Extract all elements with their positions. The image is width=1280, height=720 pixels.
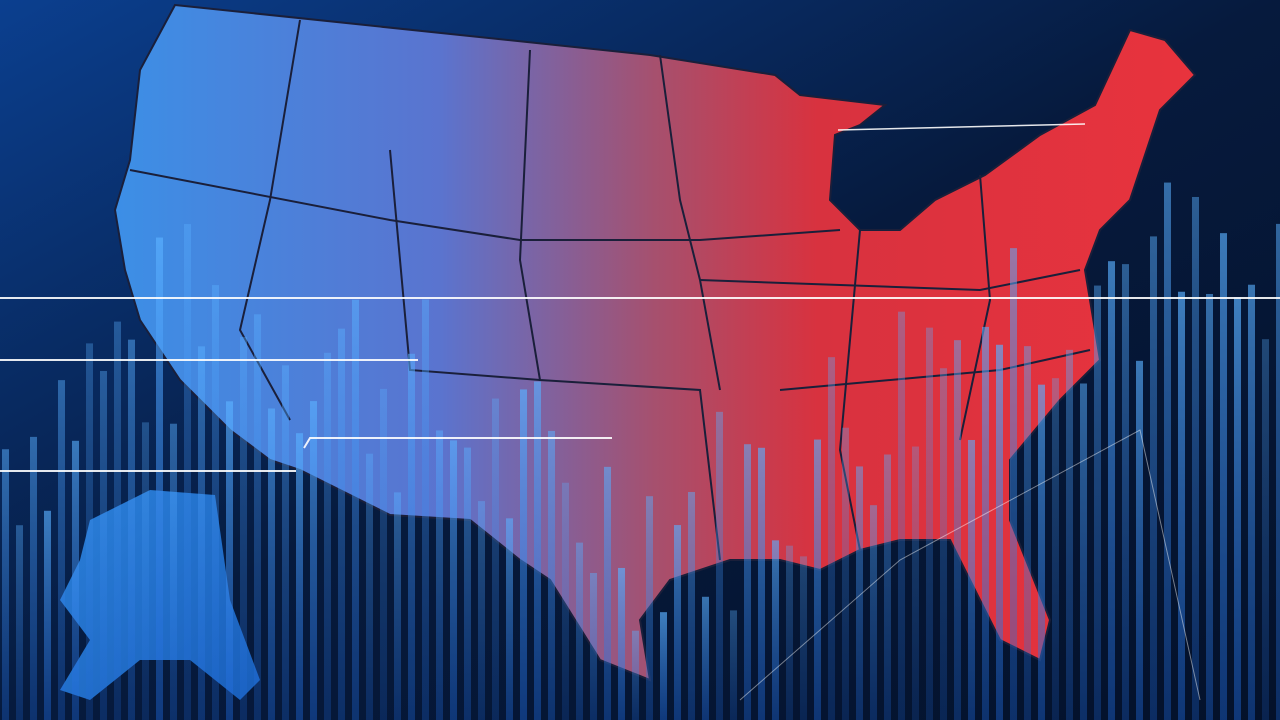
decor-bar [926,327,933,720]
decor-bar [870,505,877,720]
decor-bar [198,346,205,720]
decor-bar [352,299,359,720]
decor-bar [1192,196,1199,720]
decor-bar [646,496,653,720]
decor-bar [380,388,387,720]
decor-bar [828,357,835,720]
decor-bar [548,430,555,720]
decor-bar [184,224,191,720]
decor-bar [394,492,401,720]
decor-bar [604,466,611,720]
decor-bar [1234,297,1241,720]
decor-bar [450,440,457,720]
decor-bar [16,525,23,720]
decor-bar [1094,285,1101,720]
decor-bar [996,344,1003,720]
decor-bar [772,540,779,720]
decor-bar [478,501,485,720]
decor-bar [464,447,471,720]
decor-bar [1010,248,1017,720]
decor-bar [856,466,863,720]
decor-bar [1150,236,1157,720]
decor-bar [1206,293,1213,720]
bar-overlay [2,182,1280,720]
decor-bar [254,314,261,720]
light-lines [0,123,1280,701]
decor-bar [1080,383,1087,720]
decor-bar [436,430,443,720]
decor-bar [1052,378,1059,720]
decor-bar [128,339,135,720]
decor-bar [366,453,373,720]
decor-bar [982,326,989,720]
decor-bar [1024,346,1031,720]
decor-bar [1276,223,1280,720]
decor-bar [492,398,499,720]
decor-bar [884,454,891,720]
state-borders [129,19,1091,561]
decor-bar [940,368,947,720]
decor-bar [212,285,219,720]
decor-bar [100,371,107,720]
decor-bar [156,237,163,720]
decor-bar [86,343,93,720]
decor-bar [1066,349,1073,720]
decor-bar [226,401,233,720]
decor-bar [660,612,667,720]
decor-bar [30,436,37,720]
decor-bar [1248,284,1255,720]
decor-bar [1136,360,1143,720]
decor-bar [1220,233,1227,720]
decor-bar [324,352,331,720]
decor-bar [268,408,275,720]
decor-bar [618,567,625,720]
decor-bar [1164,182,1171,720]
decor-bar [506,518,513,720]
decor-bar [688,492,695,720]
decor-bar [114,321,121,720]
decor-bar [338,328,345,720]
decor-bar [1038,384,1045,720]
decor-bar [912,446,919,720]
decor-bar [170,423,177,720]
decor-bar [2,449,9,720]
decor-bar [842,427,849,720]
decor-bar [58,380,65,720]
decor-bar [422,299,429,720]
decor-bar [534,381,541,720]
decor-bar [814,439,821,720]
decor-bar [576,542,583,720]
decor-bar [702,596,709,720]
decor-bar [758,447,765,720]
decor-bar [142,422,149,720]
decor-bar [72,440,79,720]
decor-bar [786,545,793,720]
decor-bar [44,510,51,720]
decor-bar [408,353,415,720]
decor-bar [1108,261,1115,720]
decor-bar [240,336,247,720]
decor-bar [800,556,807,720]
decor-bar [282,365,289,720]
decor-bar [590,572,597,720]
decor-bar [674,525,681,720]
decor-bar [296,433,303,720]
decor-bar [730,610,737,720]
decor-bar [1178,291,1185,720]
decor-bar [310,401,317,720]
decor-bar [1262,339,1269,720]
decor-bar [632,630,639,720]
decor-bar [716,411,723,720]
decor-bar [562,482,569,720]
decor-bar [898,311,905,720]
decor-bar [1122,264,1129,720]
decor-bar [968,439,975,720]
decor-bar [744,444,751,720]
decor-bar [954,340,961,720]
decor-bar [520,389,527,720]
